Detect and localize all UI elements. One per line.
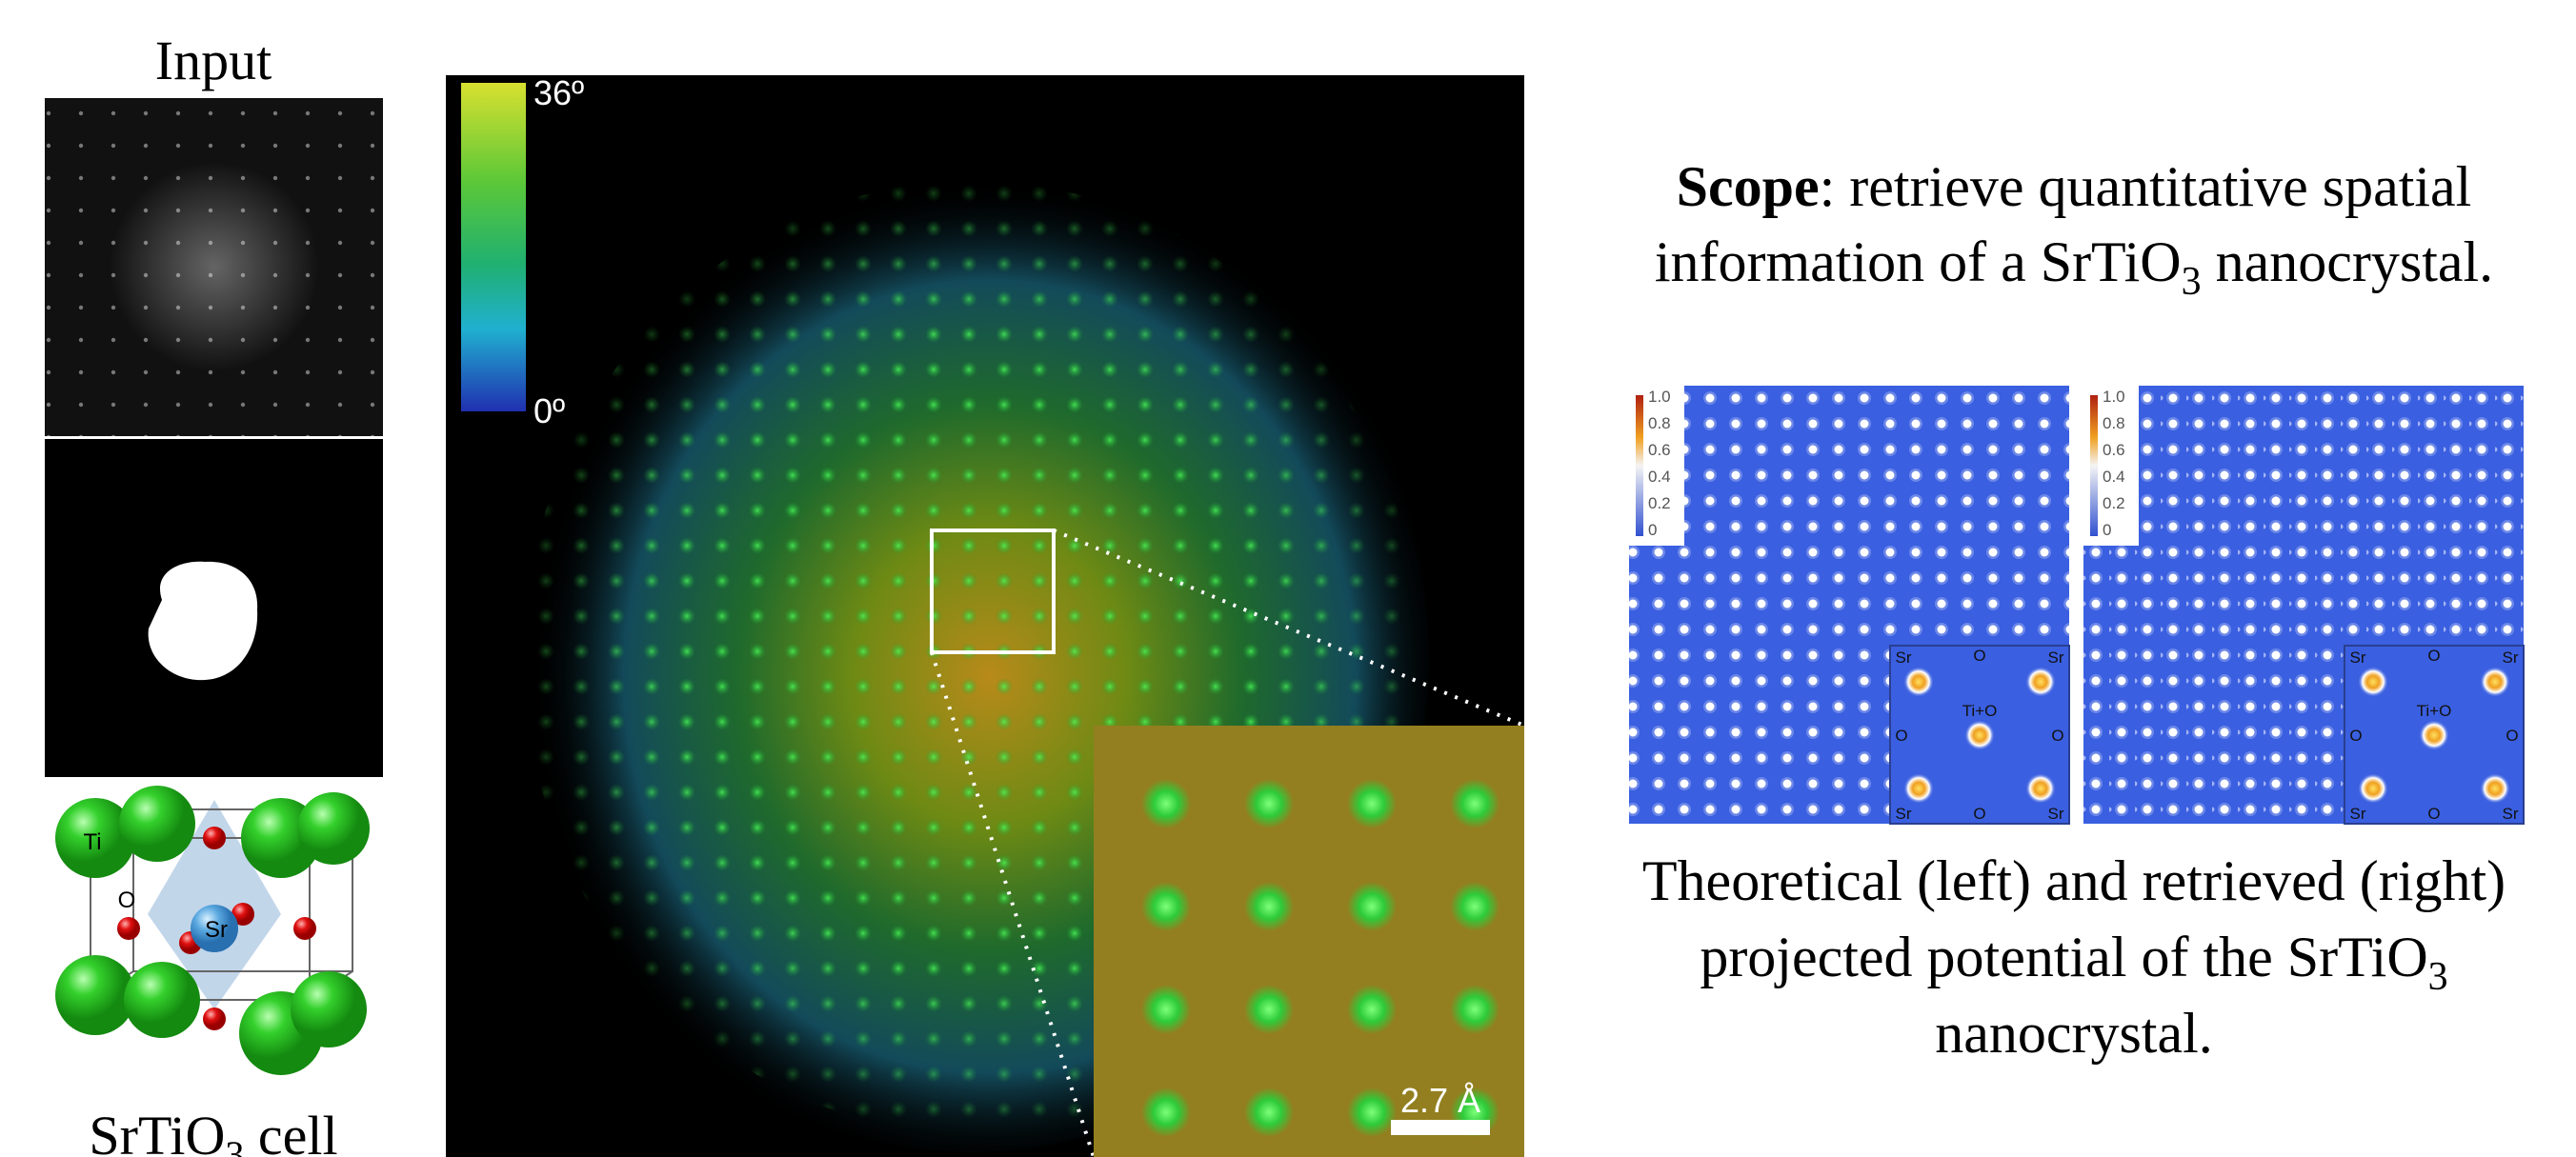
scope-text: information of a SrTiO <box>1655 230 2182 293</box>
subscript: 3 <box>2182 260 2202 304</box>
colorbar <box>2090 395 2098 536</box>
inset-label: Sr <box>2503 648 2519 667</box>
colorbar-tick-label: 0.8 <box>2103 414 2125 432</box>
inset-atom <box>2419 720 2449 750</box>
atom-label: O <box>118 888 136 913</box>
colorbar <box>461 83 526 411</box>
colorbar-tick-label: 0.2 <box>2103 494 2125 512</box>
inset-label: O <box>2506 727 2518 745</box>
inset-atom <box>2358 773 2388 804</box>
colorbar-min: 0º <box>533 391 565 430</box>
inset-label: Sr <box>2048 805 2064 823</box>
unit-cell: Ti O Sr <box>55 786 370 1075</box>
page: Input Ti O Sr SrTiO3 cell 36º 0º 2.7 Å S… <box>0 0 2576 1157</box>
scope-text: : retrieve quantitative spatial <box>1820 155 2472 218</box>
inset-label: O <box>2349 727 2362 745</box>
subscript: 3 <box>2428 955 2448 999</box>
colorbar-tick-label: 0 <box>1648 521 1657 539</box>
inset-atom <box>2480 773 2510 804</box>
input-title: Input <box>155 30 272 91</box>
colorbar <box>1636 395 1643 536</box>
scope-bold: Scope <box>1677 155 1820 218</box>
atom-label: Sr <box>205 917 228 943</box>
colorbar-tick-label: 1.0 <box>2103 388 2125 406</box>
colorbar-tick-label: 0.4 <box>2103 468 2125 486</box>
inset-atom <box>2480 667 2510 697</box>
colorbar-tick-label: 0 <box>2103 521 2111 539</box>
inset-atom <box>1903 773 1934 804</box>
inset-label: Sr <box>1896 648 1912 667</box>
figure: Input Ti O Sr SrTiO3 cell 36º 0º 2.7 Å S… <box>0 0 2576 1157</box>
inset-atom <box>1903 667 1934 697</box>
inset-label: O <box>2427 805 2440 823</box>
caption-line: projected potential of the SrTiO3 <box>1700 926 2447 999</box>
caption-text: cell <box>244 1105 337 1157</box>
potential-maps: 1.0 0.8 0.6 0.4 0.2 0 Sr Sr Sr Sr O O O O Ti+O 1.0 0.8 0.… <box>1629 386 2524 824</box>
inset-label: O <box>2427 647 2440 665</box>
inset-atom <box>2358 667 2388 697</box>
inset-label: Sr <box>2503 805 2519 823</box>
colorbar-tick-label: 1.0 <box>1648 388 1671 406</box>
colorbar-tick-label: 0.8 <box>1648 414 1671 432</box>
inset-label: Sr <box>1896 805 1912 823</box>
caption-text: SrTiO <box>89 1105 225 1157</box>
caption-line: Theoretical (left) and retrieved (right) <box>1642 849 2506 912</box>
inset-label: O <box>1973 805 1985 823</box>
subscript: 3 <box>225 1133 244 1157</box>
inset-label: O <box>1973 647 1985 665</box>
mask-shape <box>149 562 258 680</box>
scope-line: Scope: retrieve quantitative spatial <box>1677 155 2472 218</box>
colorbar-tick-label: 0.4 <box>1648 468 1671 486</box>
inset-label: Ti+O <box>1962 702 1998 720</box>
inset-atom <box>2025 773 2056 804</box>
colorbar-tick-label: 0.6 <box>2103 441 2125 459</box>
scope-line: information of a SrTiO3 nanocrystal. <box>1655 230 2493 304</box>
inset-label: O <box>2051 727 2063 745</box>
scope-text: nanocrystal. <box>2202 230 2494 293</box>
inset-label: Sr <box>2350 648 2366 667</box>
colorbar-tick-label: 0.2 <box>1648 494 1671 512</box>
inset-label: Ti+O <box>2417 702 2452 720</box>
caption-line: nanocrystal. <box>1935 1002 2213 1065</box>
inset-label: Sr <box>2350 805 2366 823</box>
diffraction-halo <box>110 162 319 371</box>
atom-label: Ti <box>83 829 101 855</box>
scale-bar-label: 2.7 Å <box>1400 1081 1480 1120</box>
caption-text: projected potential of the SrTiO <box>1700 926 2427 988</box>
colorbar-tick-label: 0.6 <box>1648 441 1671 459</box>
colorbar-max: 36º <box>533 73 584 112</box>
scale-bar <box>1391 1120 1490 1135</box>
inset-atom <box>1964 720 1995 750</box>
inset-atom <box>2025 667 2056 697</box>
inset-label: O <box>1895 727 1907 745</box>
inset-label: Sr <box>2048 648 2064 667</box>
input-caption: SrTiO3 cell <box>89 1105 337 1157</box>
